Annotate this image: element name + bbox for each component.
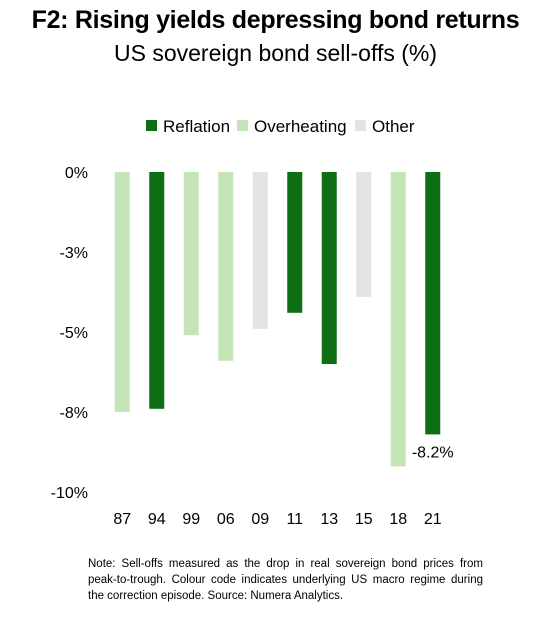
chart-subtitle: US sovereign bond sell-offs (%) bbox=[114, 40, 437, 66]
y-tick-label: -8% bbox=[60, 405, 88, 422]
x-tick-label: 18 bbox=[389, 511, 407, 528]
x-tick-label: 15 bbox=[355, 511, 373, 528]
bar bbox=[390, 172, 406, 467]
bar bbox=[356, 172, 372, 297]
x-tick-label: 09 bbox=[251, 511, 269, 528]
legend-swatch bbox=[355, 120, 366, 131]
x-tick-label: 11 bbox=[286, 511, 303, 528]
x-tick-label: 94 bbox=[148, 511, 166, 528]
legend-label: Other bbox=[372, 117, 415, 136]
chart-note: Note: Sell-offs measured as the drop in … bbox=[88, 558, 483, 602]
legend-label: Overheating bbox=[254, 117, 347, 136]
y-tick-label: 0% bbox=[65, 165, 88, 182]
y-tick-label: -5% bbox=[60, 325, 88, 342]
x-tick-label: 87 bbox=[113, 511, 131, 528]
x-tick-label: 13 bbox=[320, 511, 338, 528]
x-tick-label: 06 bbox=[217, 511, 235, 528]
bar bbox=[287, 172, 303, 313]
legend-swatch bbox=[146, 120, 157, 131]
bar bbox=[114, 172, 130, 412]
bar bbox=[252, 172, 268, 329]
y-tick-label: -3% bbox=[60, 245, 88, 262]
bar bbox=[149, 172, 165, 409]
legend-label: Reflation bbox=[163, 117, 230, 136]
bar bbox=[183, 172, 199, 336]
bar bbox=[425, 172, 441, 435]
x-tick-label: 21 bbox=[424, 511, 442, 528]
y-tick-label: -10% bbox=[51, 485, 88, 502]
data-label: -8.2% bbox=[412, 444, 454, 461]
bar bbox=[218, 172, 234, 361]
legend-swatch bbox=[237, 120, 248, 131]
chart-title: F2: Rising yields depressing bond return… bbox=[31, 6, 520, 34]
x-tick-label: 99 bbox=[182, 511, 200, 528]
bar bbox=[321, 172, 337, 364]
